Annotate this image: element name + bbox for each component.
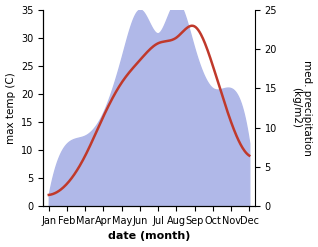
Y-axis label: med. precipitation
(kg/m2): med. precipitation (kg/m2) — [291, 60, 313, 156]
X-axis label: date (month): date (month) — [108, 231, 190, 242]
Y-axis label: max temp (C): max temp (C) — [5, 72, 16, 144]
